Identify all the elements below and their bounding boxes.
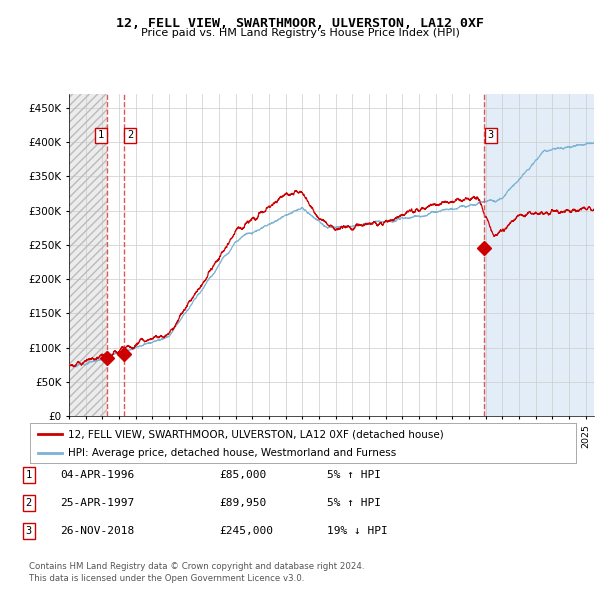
Text: £89,950: £89,950 bbox=[219, 498, 266, 507]
Text: 1: 1 bbox=[26, 470, 32, 480]
Text: 2: 2 bbox=[127, 130, 133, 140]
Text: Price paid vs. HM Land Registry's House Price Index (HPI): Price paid vs. HM Land Registry's House … bbox=[140, 28, 460, 38]
Text: 3: 3 bbox=[26, 526, 32, 536]
Text: HPI: Average price, detached house, Westmorland and Furness: HPI: Average price, detached house, West… bbox=[68, 448, 397, 458]
Text: 5% ↑ HPI: 5% ↑ HPI bbox=[327, 498, 381, 507]
Bar bbox=[69, 94, 107, 416]
Text: Contains HM Land Registry data © Crown copyright and database right 2024.: Contains HM Land Registry data © Crown c… bbox=[29, 562, 364, 571]
Text: 26-NOV-2018: 26-NOV-2018 bbox=[60, 526, 134, 536]
Text: 5% ↑ HPI: 5% ↑ HPI bbox=[327, 470, 381, 480]
Text: 25-APR-1997: 25-APR-1997 bbox=[60, 498, 134, 507]
Text: £85,000: £85,000 bbox=[219, 470, 266, 480]
Text: 12, FELL VIEW, SWARTHMOOR, ULVERSTON, LA12 0XF: 12, FELL VIEW, SWARTHMOOR, ULVERSTON, LA… bbox=[116, 17, 484, 30]
Text: 3: 3 bbox=[488, 130, 494, 140]
Bar bbox=[69, 94, 107, 416]
Text: 04-APR-1996: 04-APR-1996 bbox=[60, 470, 134, 480]
Text: 12, FELL VIEW, SWARTHMOOR, ULVERSTON, LA12 0XF (detached house): 12, FELL VIEW, SWARTHMOOR, ULVERSTON, LA… bbox=[68, 430, 444, 440]
Text: 1: 1 bbox=[98, 130, 104, 140]
Text: £245,000: £245,000 bbox=[219, 526, 273, 536]
Bar bbox=[484, 94, 594, 416]
Text: This data is licensed under the Open Government Licence v3.0.: This data is licensed under the Open Gov… bbox=[29, 573, 304, 583]
Text: 19% ↓ HPI: 19% ↓ HPI bbox=[327, 526, 388, 536]
Text: 2: 2 bbox=[26, 498, 32, 507]
